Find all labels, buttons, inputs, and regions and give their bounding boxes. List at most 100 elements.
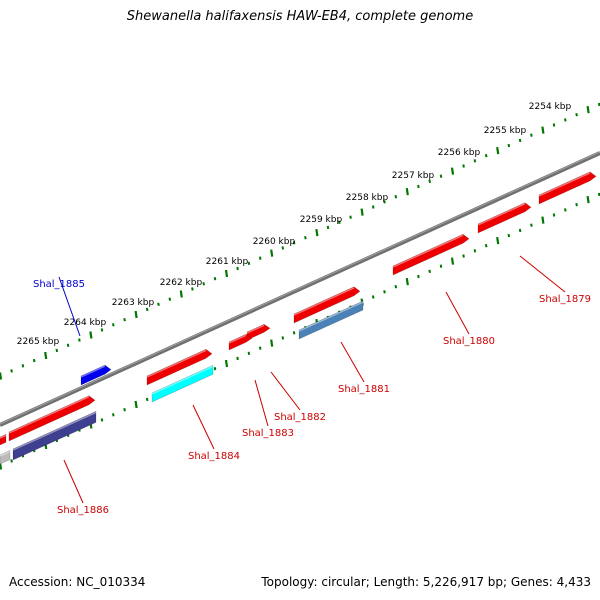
- gene-label[interactable]: Shal_1879: [539, 294, 591, 305]
- gene-label[interactable]: Shal_1883: [242, 428, 294, 439]
- gene-feature: [0, 433, 7, 446]
- inner-tick-mark: [439, 264, 443, 268]
- inner-tick-mark: [383, 290, 386, 294]
- genome-backbone: [0, 151, 600, 427]
- outer-tick-mark: [586, 105, 590, 114]
- tick-label: 2260 kbp: [253, 237, 296, 247]
- gene-feature-purple-highlight: [12, 411, 97, 451]
- outer-tick-mark: [383, 200, 386, 204]
- outer-tick-mark: [484, 154, 488, 158]
- outer-tick-mark: [541, 126, 545, 134]
- gene-label[interactable]: Shal_1884: [188, 451, 240, 462]
- outer-tick-mark: [349, 215, 352, 219]
- inner-tick-mark: [134, 400, 138, 409]
- outer-tick-mark: [191, 287, 194, 291]
- tick-label: 2258 kbp: [346, 193, 389, 203]
- gene-leader-line: [63, 459, 84, 504]
- gene-label[interactable]: Shal_1882: [274, 412, 326, 423]
- outer-tick-mark: [428, 179, 431, 183]
- gene-feature-cyan: [151, 364, 214, 403]
- genome-backbone-highlight: [0, 151, 600, 425]
- outer-tick-mark: [292, 241, 296, 245]
- gene-label[interactable]: Shal_1880: [443, 336, 495, 347]
- inner-tick-mark: [473, 249, 477, 253]
- outer-tick-mark: [44, 351, 48, 360]
- gene-feature: [477, 202, 532, 234]
- outer-tick-mark: [32, 358, 36, 363]
- inner-tick-mark: [405, 277, 409, 286]
- outer-tick-mark: [123, 318, 126, 322]
- outer-tick-mark: [145, 307, 149, 312]
- gene-feature: [228, 333, 253, 351]
- gene-feature: [293, 286, 361, 324]
- gene-feature-gray-highlight: [0, 450, 11, 457]
- map-title: Shewanella halifaxensis HAW-EB4, complet…: [126, 9, 474, 24]
- inner-tick-mark: [484, 244, 488, 248]
- outer-tick-mark: [518, 138, 522, 143]
- outer-tick-mark: [66, 343, 70, 347]
- inner-tick-mark: [281, 336, 285, 340]
- outer-tick-mark: [270, 249, 274, 257]
- outer-tick-mark: [213, 277, 217, 281]
- gene-label[interactable]: Shal_1881: [338, 384, 390, 395]
- outer-tick-mark: [179, 290, 183, 298]
- inner-tick-mark: [236, 356, 239, 361]
- gene-feature-highlight: [228, 334, 247, 344]
- outer-tick-mark: [21, 364, 25, 368]
- outer-tick-mark: [134, 310, 138, 319]
- outer-tick-mark: [564, 118, 567, 122]
- gene-leader-line: [519, 255, 566, 293]
- inner-tick-mark: [270, 339, 274, 347]
- outer-tick-mark: [417, 184, 420, 189]
- outer-tick-mark: [55, 348, 59, 353]
- inner-tick-mark: [292, 331, 296, 335]
- inner-tick-mark: [507, 233, 511, 238]
- outer-tick-mark: [450, 167, 455, 175]
- outer-tick-mark: [462, 164, 465, 168]
- outer-tick-mark: [326, 225, 330, 230]
- outer-tick-mark: [89, 331, 93, 339]
- inner-tick-mark: [541, 216, 545, 224]
- gene-feature: [146, 348, 213, 386]
- outer-tick-mark: [100, 328, 104, 332]
- gene-feature-highlight: [538, 172, 591, 197]
- outer-tick-ring: [0, 102, 600, 380]
- outer-tick-mark: [496, 146, 500, 155]
- gene-feature-purple: [12, 410, 97, 461]
- outer-tick-mark: [338, 220, 341, 224]
- gene-feature-highlight: [293, 287, 355, 316]
- tick-label: 2257 kbp: [392, 171, 435, 181]
- tick-label: 2261 kbp: [206, 257, 249, 267]
- inner-tick-mark: [247, 351, 251, 355]
- outer-tick-mark: [405, 187, 409, 196]
- outer-tick-mark: [258, 256, 262, 260]
- outer-tick-mark: [552, 123, 556, 127]
- inner-tick-mark: [530, 223, 533, 227]
- gene-feature-cyan-highlight: [151, 365, 214, 395]
- inner-tick-mark: [10, 459, 13, 463]
- gene-features: [0, 171, 597, 465]
- outer-tick-mark: [157, 302, 160, 306]
- inner-tick-mark: [417, 274, 420, 279]
- gene-label[interactable]: Shal_1885: [33, 279, 85, 290]
- inner-tick-mark: [586, 195, 590, 204]
- outer-tick-mark: [112, 323, 115, 327]
- outer-tick-mark: [0, 372, 3, 380]
- inner-tick-mark: [552, 213, 556, 217]
- inner-tick-mark: [123, 408, 126, 412]
- outer-tick-mark: [224, 269, 229, 278]
- inner-tick-mark: [213, 367, 217, 371]
- gene-feature: [392, 233, 470, 276]
- gene-leader-line: [254, 379, 269, 427]
- gene-label[interactable]: Shal_1886: [57, 505, 109, 516]
- inner-tick-mark: [496, 236, 500, 245]
- genome-summary-text: Topology: circular; Length: 5,226,917 bp…: [261, 575, 591, 589]
- tick-label: 2263 kbp: [112, 298, 155, 308]
- outer-tick-mark: [315, 228, 319, 237]
- outer-tick-mark: [473, 159, 477, 163]
- gene-feature: [8, 395, 96, 442]
- tick-label: 2262 kbp: [160, 278, 203, 288]
- inner-tick-mark: [100, 418, 104, 422]
- outer-tick-mark: [575, 113, 578, 117]
